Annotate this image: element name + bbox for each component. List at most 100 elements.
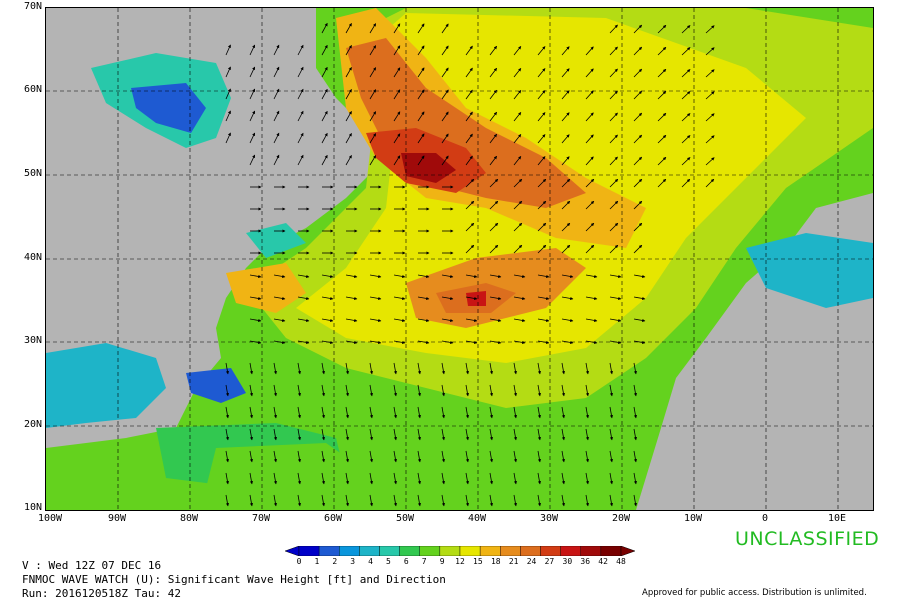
wave-arrow	[465, 318, 478, 323]
wave-arrow	[489, 340, 502, 345]
wave-arrow	[393, 362, 398, 375]
wave-arrow	[633, 406, 638, 419]
wave-arrow	[681, 157, 691, 166]
wave-arrow	[705, 25, 715, 34]
wave-arrow	[609, 24, 618, 34]
wave-arrow	[513, 178, 523, 188]
wave-arrow	[345, 362, 350, 375]
wave-arrow	[225, 88, 231, 100]
wave-arrow	[609, 384, 614, 397]
wave-arrow	[465, 178, 475, 188]
colorbar-segment	[500, 546, 521, 556]
wave-arrow	[369, 155, 377, 166]
wave-arrow	[705, 178, 715, 188]
wave-arrow	[513, 111, 522, 122]
wave-arrow	[633, 178, 643, 188]
wave-arrow	[321, 154, 328, 166]
classification-stamp: UNCLASSIFIED	[735, 528, 880, 550]
wave-arrow	[225, 428, 230, 441]
wave-arrow	[465, 428, 470, 441]
wave-arrow	[249, 110, 256, 122]
wave-arrow	[513, 274, 526, 279]
wave-arrow	[393, 89, 401, 100]
wave-arrow	[657, 178, 667, 188]
wave-arrow	[489, 318, 502, 323]
wave-arrow	[321, 66, 328, 78]
wave-arrow	[537, 362, 542, 375]
wave-arrow	[321, 450, 326, 463]
lat-label: 40N	[23, 252, 42, 263]
wave-arrow	[633, 222, 643, 232]
wave-arrow	[633, 318, 646, 323]
wave-arrow	[369, 340, 382, 345]
bahamas-shallow	[186, 368, 246, 403]
wave-arrow	[297, 132, 304, 144]
wave-arrow	[489, 133, 497, 144]
lon-label: 70W	[251, 513, 271, 524]
wave-arrow	[345, 384, 350, 397]
wave-arrow	[441, 133, 449, 144]
wave-arrow	[465, 67, 473, 78]
wave-arrow	[369, 384, 374, 397]
wave-arrow	[441, 340, 454, 345]
wave-arrow	[249, 362, 254, 375]
wave-arrow	[537, 46, 546, 56]
lat-label: 70N	[23, 1, 42, 12]
wave-arrow	[249, 274, 262, 279]
wave-arrow	[249, 318, 262, 323]
wave-arrow	[561, 296, 574, 301]
wave-arrow	[489, 362, 494, 375]
wave-arrow	[537, 90, 546, 100]
wave-arrow	[345, 89, 352, 100]
wave-arrow	[513, 89, 522, 100]
wave-arrow	[393, 67, 401, 78]
colorbar-segment	[339, 546, 360, 556]
wave-arrow	[609, 428, 614, 441]
wave-arrow	[489, 296, 502, 301]
wave-arrow	[561, 222, 571, 232]
south-calm	[206, 443, 376, 510]
lat-label: 20N	[23, 419, 42, 430]
colorbar-segment	[580, 546, 602, 556]
wave-arrow	[273, 362, 278, 375]
wave-arrow	[393, 428, 398, 441]
wave-arrow	[273, 406, 278, 419]
wave-arrow	[297, 88, 304, 100]
wave-arrow	[273, 44, 280, 56]
wave-arrow	[633, 428, 638, 441]
wave-arrow	[537, 178, 547, 188]
wave-arrow	[489, 89, 497, 100]
wave-arrow	[561, 406, 566, 419]
wave-arrow	[441, 472, 446, 485]
wave-arrow	[345, 450, 350, 463]
wave-arrow	[609, 244, 619, 254]
wave-arrow	[561, 362, 566, 375]
wave-arrow	[609, 90, 618, 100]
wave-arrow	[345, 340, 358, 345]
colorbar-segment	[479, 546, 501, 556]
colorbar-tick-label: 0	[296, 557, 302, 566]
wave-arrow	[249, 154, 256, 166]
wave-arrow	[369, 318, 382, 323]
lon-label: 60W	[323, 513, 343, 524]
map-canvas	[46, 8, 873, 510]
wave-arrow	[297, 472, 302, 485]
wave-arrow	[705, 113, 715, 122]
lat-label: 30N	[23, 335, 42, 346]
wave-arrow	[609, 156, 618, 166]
wave-arrow	[369, 428, 374, 441]
colorbar-tick-label: 6	[403, 557, 409, 566]
wave-arrow	[441, 384, 446, 397]
wave-arrow	[561, 340, 574, 345]
wave-arrow	[417, 450, 422, 463]
wave-arrow	[273, 132, 280, 144]
wave-arrow	[561, 200, 571, 210]
wave-arrow	[585, 68, 594, 78]
wave-arrow	[585, 362, 590, 375]
wave-arrow	[585, 178, 595, 188]
wave-arrow	[537, 222, 547, 232]
wave-arrow	[537, 200, 547, 210]
wave-arrow	[705, 157, 715, 166]
wave-arrow	[513, 244, 523, 254]
wave-arrow	[369, 67, 377, 78]
